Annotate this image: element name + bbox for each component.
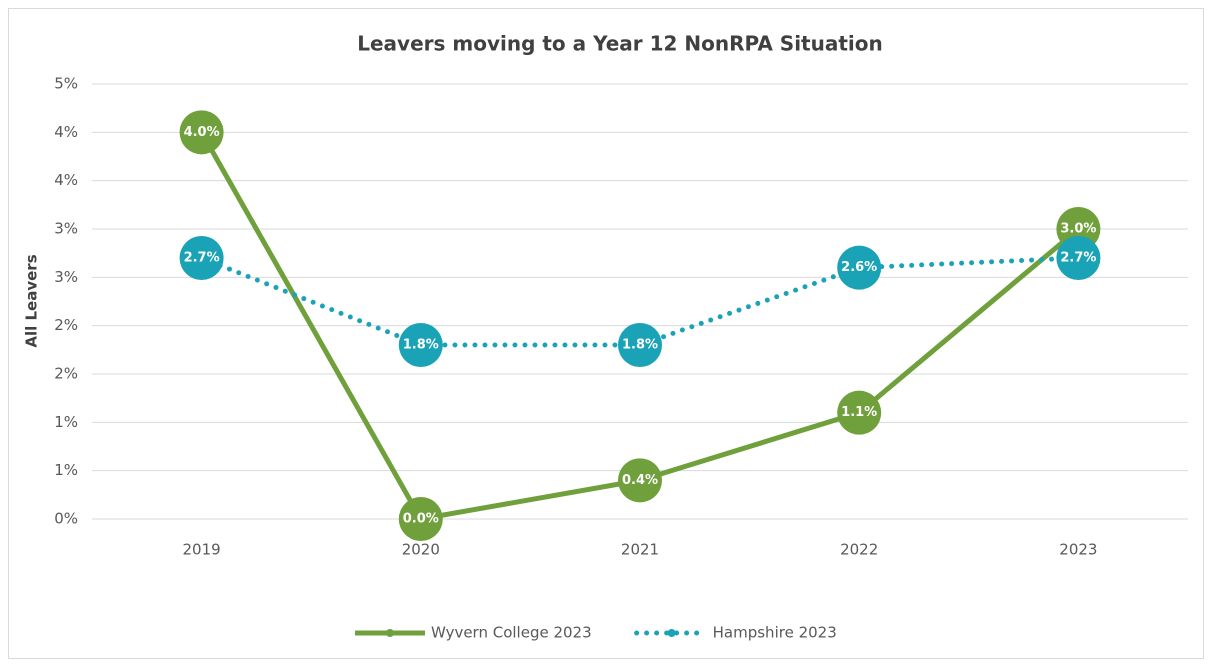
data-label: 1.8% [622, 338, 658, 353]
x-tick-label: 2023 [1059, 541, 1097, 559]
y-tick-label: 3% [54, 220, 78, 238]
data-label: 1.1% [841, 405, 877, 420]
legend-label: Wyvern College 2023 [431, 624, 592, 642]
data-label: 1.8% [403, 338, 439, 353]
y-tick-label: 4% [54, 171, 78, 189]
marker [179, 236, 224, 280]
data-label: 0.4% [622, 473, 658, 488]
data-label: 3.0% [1060, 222, 1096, 237]
marker [837, 245, 882, 290]
x-tick-label: 2022 [840, 541, 878, 559]
marker [1056, 236, 1101, 280]
y-tick-label: 1% [54, 461, 78, 479]
data-label: 0.0% [403, 512, 439, 527]
marker [179, 110, 224, 155]
marker [398, 323, 443, 367]
x-tick-label: 2020 [402, 541, 440, 559]
marker [398, 497, 443, 541]
data-label: 4.0% [184, 125, 220, 140]
y-axis-title: All Leavers [23, 254, 41, 347]
y-tick-label: 2% [54, 365, 78, 383]
y-tick-label: 5% [54, 75, 78, 93]
legend-marker [667, 629, 676, 637]
legend-label: Hampshire 2023 [713, 624, 837, 642]
legend-marker [386, 629, 394, 637]
y-tick-label: 3% [54, 268, 78, 286]
x-tick-label: 2019 [183, 541, 221, 559]
marker [618, 323, 662, 367]
marker [837, 390, 882, 435]
y-tick-label: 0% [54, 510, 78, 528]
series-line [199, 255, 1081, 348]
chart-border [8, 8, 1204, 659]
data-label: 2.7% [1060, 251, 1096, 266]
y-tick-label: 2% [54, 316, 78, 334]
data-label: 2.7% [184, 251, 220, 266]
marker [618, 458, 662, 503]
x-tick-label: 2021 [621, 541, 659, 559]
y-tick-label: 4% [54, 123, 78, 141]
chart-title: Leavers moving to a Year 12 NonRPA Situa… [357, 32, 883, 56]
y-tick-label: 1% [54, 413, 78, 431]
data-label: 2.6% [841, 260, 877, 275]
